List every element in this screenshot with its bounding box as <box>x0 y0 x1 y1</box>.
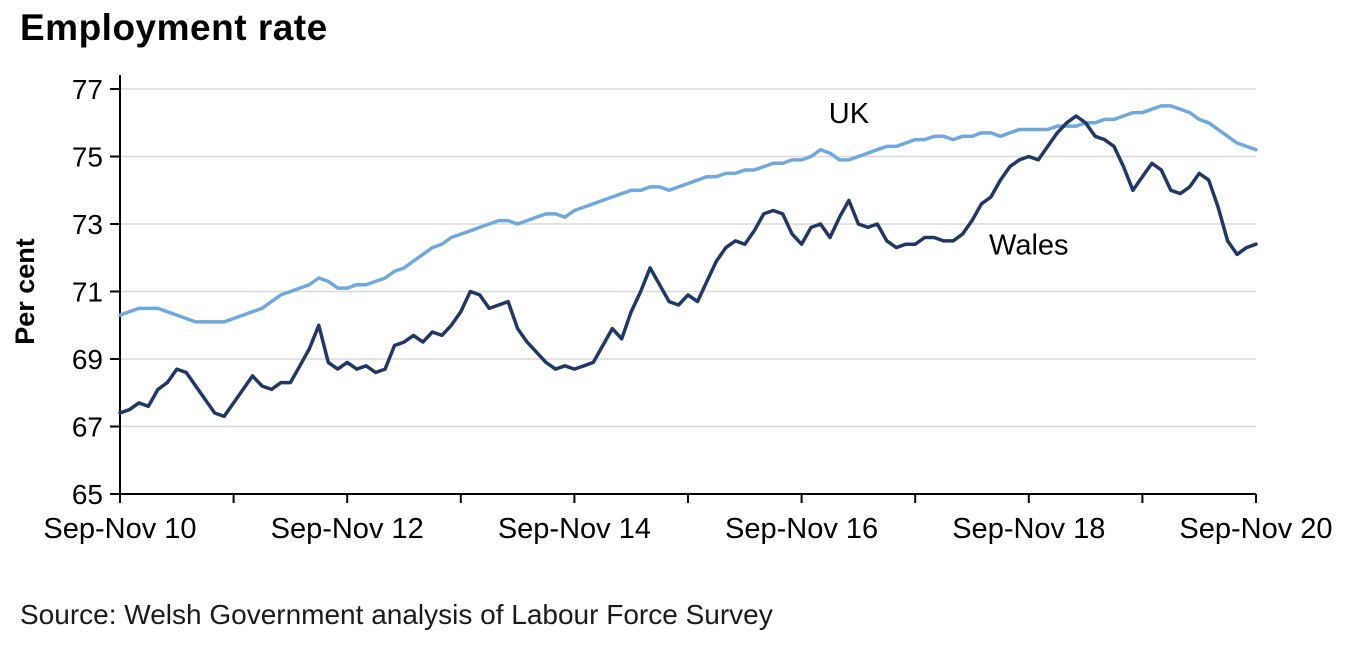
x-tick-label: Sep-Nov 14 <box>498 513 651 545</box>
y-tick-label: 69 <box>72 344 103 375</box>
x-tick-label: Sep-Nov 18 <box>952 513 1105 545</box>
x-tick-label: Sep-Nov 16 <box>725 513 878 545</box>
y-tick-label: 73 <box>72 209 103 240</box>
x-tick-label: Sep-Nov 10 <box>43 513 196 545</box>
y-tick-label: 75 <box>72 141 103 172</box>
y-tick-label: 77 <box>72 74 103 105</box>
y-tick-label: 67 <box>72 411 103 442</box>
series-label-uk: UK <box>829 97 870 129</box>
x-tick-label: Sep-Nov 12 <box>271 513 424 545</box>
series-line-uk <box>118 103 1258 324</box>
series-label-wales: Wales <box>989 229 1069 261</box>
chart-canvas: 65 67 69 71 73 75 77 Sep-Nov 10 Sep-Nov 12 Sep-No… <box>10 74 1333 545</box>
x-tick-label: Sep-Nov 20 <box>1179 513 1332 545</box>
series-line-wales <box>118 113 1258 418</box>
y-tick-label: 65 <box>72 479 103 510</box>
y-tick-label: 71 <box>72 276 103 307</box>
source-note: Source: Welsh Government analysis of Lab… <box>20 598 773 630</box>
chart-title: Employment rate <box>20 7 328 48</box>
y-axis-title: Per cent <box>10 238 40 345</box>
